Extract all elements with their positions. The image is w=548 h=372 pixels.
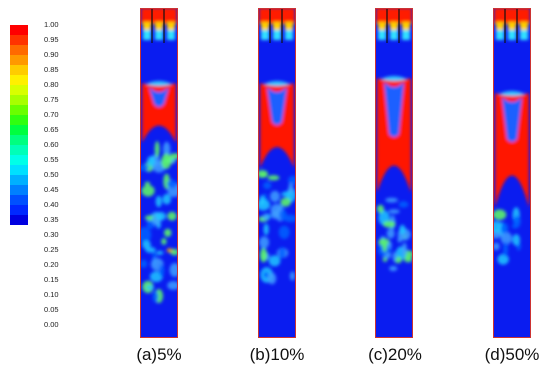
legend-tick-label: 0.25 [44,245,59,254]
contour-panel-d [493,8,531,338]
legend-tick-label: 0.80 [44,80,59,89]
contour-field [140,8,178,338]
legend-color-band [10,195,28,205]
legend-tick-label: 0.15 [44,275,59,284]
caption-d: (d)50% [484,345,540,364]
legend-color-band [10,105,28,115]
legend-tick-label: 0.90 [44,50,59,59]
legend-tick-label: 0.55 [44,155,59,164]
legend-tick-label: 0.40 [44,200,59,209]
legend-color-band [10,85,28,95]
contour-panel-b [258,8,296,338]
contour-field [375,8,413,338]
contour-panel-a [140,8,178,338]
legend-tick-label: 0.00 [44,320,59,329]
legend-color-band [10,125,28,135]
legend-color-band [10,175,28,185]
contour-panel-c [375,8,413,338]
legend-tick-label: 0.30 [44,230,59,239]
legend-tick-label: 0.60 [44,140,59,149]
contour-field [493,8,531,338]
legend-tick-label: 0.75 [44,95,59,104]
legend-color-band [10,205,28,215]
legend-color-band [10,155,28,165]
legend-tick-label: 0.95 [44,35,59,44]
legend-color-band [10,215,28,225]
legend-tick-label: 0.50 [44,170,59,179]
legend-color-band [10,115,28,125]
legend-color-band [10,95,28,105]
legend-tick-label: 0.20 [44,260,59,269]
contour-field [258,8,296,338]
legend-tick-label: 0.05 [44,305,59,314]
caption-b: (b)10% [249,345,305,364]
legend-tick-label: 0.70 [44,110,59,119]
legend-color-band [10,145,28,155]
legend-color-band [10,25,28,35]
caption-c: (c)20% [368,345,422,364]
color-legend-bar [10,25,28,325]
legend-color-band [10,135,28,145]
legend-color-band [10,185,28,195]
legend-tick-label: 0.65 [44,125,59,134]
legend-tick-label: 0.10 [44,290,59,299]
legend-color-band [10,55,28,65]
legend-tick-label: 0.35 [44,215,59,224]
legend-tick-label: 0.45 [44,185,59,194]
legend-tick-label: 1.00 [44,20,59,29]
legend-color-band [10,65,28,75]
legend-color-band [10,45,28,55]
legend-color-band [10,35,28,45]
caption-a: (a)5% [136,345,182,364]
legend-color-band [10,75,28,85]
legend-color-band [10,165,28,175]
legend-tick-label: 0.85 [44,65,59,74]
